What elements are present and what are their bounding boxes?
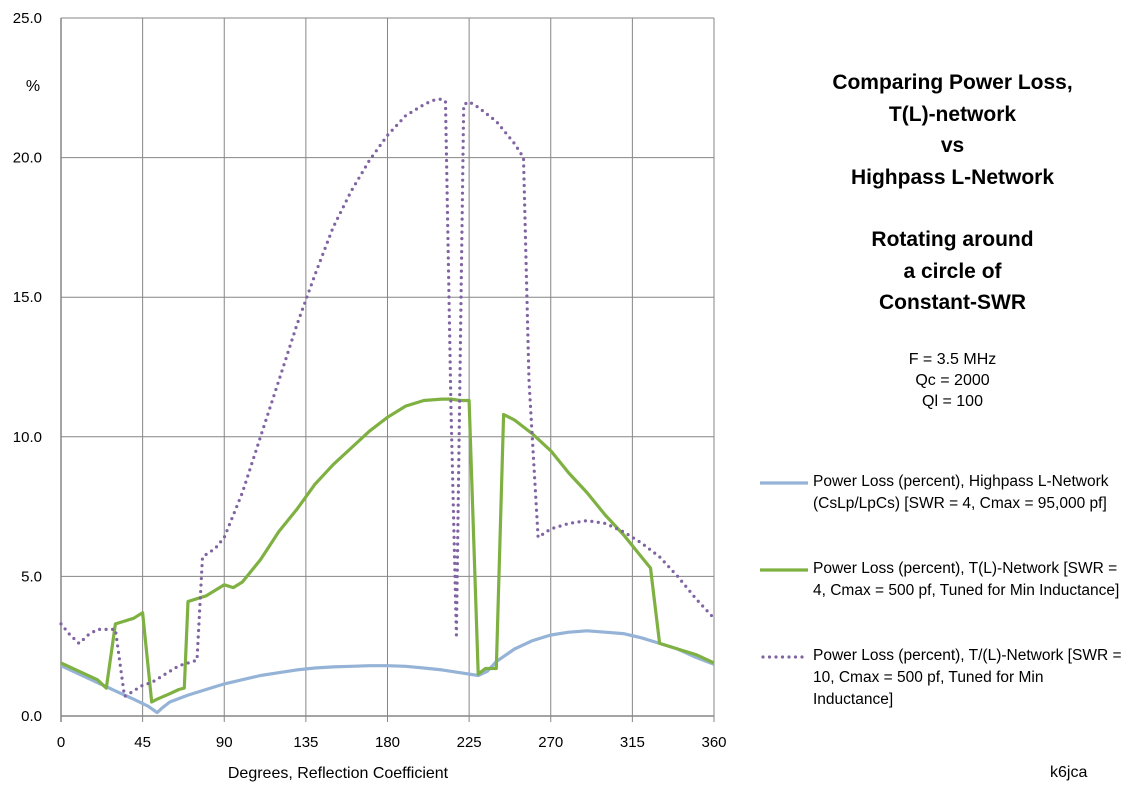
y-axis-label: %	[26, 78, 40, 95]
side-title-line: Comparing Power Loss,	[832, 71, 1073, 94]
side-title-line	[790, 193, 1115, 224]
series-line-tl-swr10	[59, 97, 716, 699]
series-line-tl-swr4	[60, 397, 715, 704]
series-line-highpass-l	[60, 629, 715, 715]
legend-label-highpass-l: Power Loss (percent), Highpass L-Network…	[813, 473, 1109, 512]
side-title-line: a circle of	[903, 259, 1002, 283]
grid	[60, 17, 715, 722]
y-axis-ticks: 0.0 5.0 10.0 15.0 20.0 25.0	[13, 10, 42, 725]
series-group	[59, 97, 716, 715]
side-title-line: T(L)-network	[888, 102, 1017, 126]
x-tick-label: 360	[701, 734, 726, 751]
x-axis-label: Degrees, Reflection Coefficient	[228, 765, 449, 782]
y-tick-label: 0.0	[21, 708, 42, 725]
x-tick-label: 135	[293, 734, 318, 751]
y-tick-label: 25.0	[13, 10, 42, 27]
side-title: Comparing Power Loss, T(L)-network vs Hi…	[790, 67, 1115, 319]
param-frequency: F = 3.5 MHz	[908, 351, 997, 368]
y-tick-label: 15.0	[13, 289, 42, 306]
param-qc: Qc = 2000	[915, 372, 990, 389]
y-tick-label: 5.0	[21, 568, 42, 585]
x-axis-ticks: 0 45 90 135 180 225 270 315 360	[57, 734, 727, 751]
side-title-line: Highpass L-Network	[850, 165, 1055, 189]
x-tick-label: 90	[216, 734, 233, 751]
y-tick-label: 20.0	[13, 150, 42, 167]
y-tick-label: 10.0	[13, 429, 42, 446]
x-tick-label: 225	[457, 734, 482, 751]
parameters: F = 3.5 MHz Qc = 2000 Ql = 100	[850, 349, 1055, 412]
x-tick-label: 0	[57, 734, 65, 751]
side-title-line: vs	[940, 134, 965, 157]
legend-swatch-highpass-l	[760, 481, 808, 485]
legend-label-tl-swr4: Power Loss (percent), T(L)-Network [SWR …	[813, 560, 1120, 599]
chart-plot: 0.0 5.0 10.0 15.0 20.0 25.0 0 45 90 135 180 225 270…	[13, 10, 727, 782]
side-title-line: Constant-SWR	[879, 291, 1026, 314]
x-tick-label: 45	[134, 734, 151, 751]
x-tick-label: 270	[538, 734, 563, 751]
legend-swatch-tl-swr10	[761, 655, 808, 659]
side-title-line: Rotating around	[871, 228, 1034, 251]
legend-swatch-tl-swr4	[760, 568, 808, 572]
x-tick-label: 315	[620, 734, 645, 751]
param-ql: Ql = 100	[922, 393, 983, 410]
x-tick-label: 180	[375, 734, 400, 751]
legend-label-tl-swr10: Power Loss (percent), T/(L)-Network [SWR…	[813, 647, 1122, 708]
credit: k6jca	[1050, 764, 1088, 781]
